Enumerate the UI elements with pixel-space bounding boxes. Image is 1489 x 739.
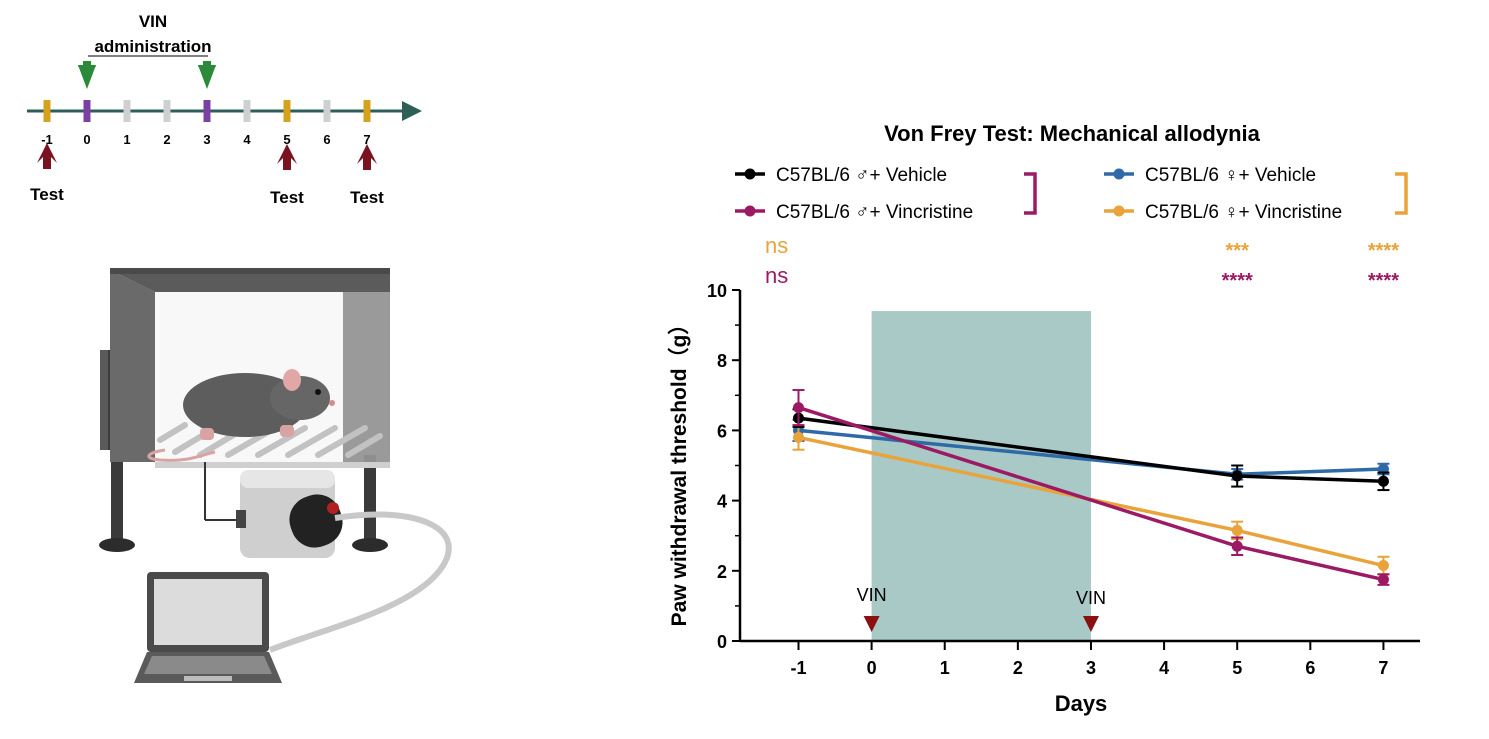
x-tick-label: 4 <box>1159 658 1169 678</box>
vin-marker-icon <box>1082 616 1099 632</box>
test-label: Test <box>270 188 304 207</box>
significance-label: *** <box>1226 240 1250 262</box>
test-arrow-icon <box>357 144 377 170</box>
data-point <box>792 402 804 414</box>
timeline-panel: VIN administration -1 Test 0 1 2 3 4 5 Test 6 7 Tes… <box>27 12 422 207</box>
chart-title: Von Frey Test: Mechanical allodynia <box>884 121 1260 146</box>
significance-label: ns <box>765 233 788 258</box>
timeline-day-label: 2 <box>163 132 170 147</box>
data-point <box>792 431 804 443</box>
legend-label: C57BL/6 ♀+ Vincristine <box>1145 202 1342 223</box>
y-tick-label: 2 <box>717 562 727 582</box>
y-tick-label: 8 <box>717 351 727 371</box>
timeline-day-label: 5 <box>283 132 290 147</box>
vin-arrow-icon <box>78 61 96 89</box>
test-label: Test <box>350 188 384 207</box>
y-tick-label: 0 <box>717 632 727 652</box>
female-bracket <box>1395 172 1408 215</box>
vin-marker-icon <box>863 616 880 632</box>
timeline-day-label: 3 <box>203 132 210 147</box>
x-tick-label: -1 <box>790 658 806 678</box>
legend-marker <box>1113 205 1125 217</box>
significance-label: ns <box>765 263 788 288</box>
data-point <box>1377 574 1389 586</box>
data-point <box>1377 475 1389 487</box>
y-tick-label: 6 <box>717 421 727 441</box>
timeline-day-label: -1 <box>41 132 53 147</box>
timeline-tick <box>43 100 51 122</box>
legend-label: C57BL/6 ♀+ Vehicle <box>1145 165 1316 186</box>
test-label: Test <box>30 185 64 204</box>
von-frey-setup-illustration <box>99 268 452 683</box>
vin-arrow-icon <box>198 61 216 89</box>
timeline-day-label: 4 <box>243 132 251 147</box>
timeline-tick <box>363 100 371 122</box>
significance-label: **** <box>1368 240 1399 262</box>
x-tick-label: 6 <box>1305 658 1315 678</box>
timeline-tick <box>323 100 331 122</box>
timeline-tick <box>203 100 211 122</box>
vin-marker-label: VIN <box>857 585 887 605</box>
x-tick-label: 2 <box>1013 658 1023 678</box>
timeline-arrowhead-icon <box>402 101 422 121</box>
timeline-day-label: 6 <box>323 132 330 147</box>
x-tick-label: 5 <box>1232 658 1242 678</box>
timeline-tick <box>123 100 131 122</box>
x-axis-label: Days <box>1055 691 1108 716</box>
y-tick-label: 4 <box>717 492 727 512</box>
x-tick-label: 7 <box>1378 658 1388 678</box>
significance-label: **** <box>1222 270 1253 292</box>
cable-icon <box>268 511 452 653</box>
timeline-day-label: 0 <box>83 132 90 147</box>
timeline-header-administration: administration <box>94 37 211 56</box>
von-frey-device-icon <box>236 470 343 558</box>
data-point <box>1231 540 1243 552</box>
timeline-tick <box>243 100 251 122</box>
legend: C57BL/6 ♂+ Vehicle C57BL/6 ♂+ Vincristine… <box>735 165 1408 223</box>
x-tick-label: 3 <box>1086 658 1096 678</box>
timeline-tick <box>283 100 291 122</box>
von-frey-chart: Von Frey Test: Mechanical allodynia C57B… <box>667 121 1420 716</box>
male-bracket <box>1024 172 1037 215</box>
timeline-header-vin: VIN <box>139 12 167 31</box>
laptop-icon <box>134 572 282 683</box>
legend-label: C57BL/6 ♂+ Vehicle <box>776 165 947 186</box>
legend-marker <box>1113 168 1125 180</box>
timeline-day-label: 1 <box>123 132 130 147</box>
significance-label: **** <box>1368 270 1399 292</box>
legend-label: C57BL/6 ♂+ Vincristine <box>776 202 973 223</box>
data-point <box>1231 470 1243 482</box>
legend-marker <box>744 168 756 180</box>
timeline-tick <box>163 100 171 122</box>
y-axis-label: Paw withdrawal threshold（g） <box>667 314 691 627</box>
test-arrow-icon <box>37 143 57 169</box>
x-tick-label: 0 <box>867 658 877 678</box>
legend-marker <box>744 205 756 217</box>
y-tick-label: 10 <box>707 281 727 301</box>
test-arrow-icon <box>277 144 297 170</box>
stand-right-icon <box>352 455 388 552</box>
vin-marker-label: VIN <box>1076 588 1106 608</box>
timeline-day-label: 7 <box>363 132 370 147</box>
data-point <box>1377 560 1389 572</box>
timeline-tick <box>83 100 91 122</box>
mouse-icon <box>147 369 335 462</box>
x-tick-label: 1 <box>940 658 950 678</box>
data-point <box>1231 524 1243 536</box>
